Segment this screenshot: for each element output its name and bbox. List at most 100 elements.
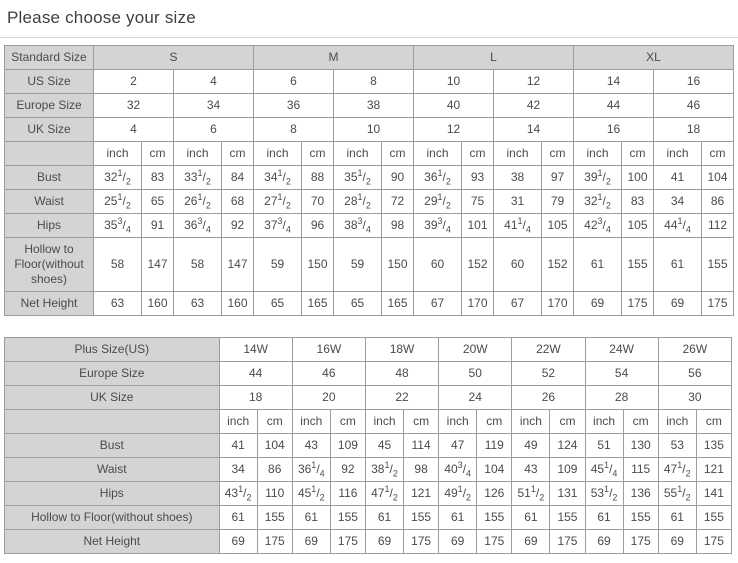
measure-value-cell: 383/4 (333, 213, 383, 238)
measure-value-cell: 119 (476, 433, 513, 458)
measure-value-cell: 53 (657, 433, 697, 458)
unit-header-cell: inch (584, 409, 624, 434)
size-value-cell: 46 (291, 361, 366, 386)
measure-row: Bust 321/2 83 331/2 84 341/2 88 351/2 90 361/2 93 3… (4, 165, 735, 190)
measure-value-cell: 175 (622, 529, 659, 554)
measure-value-cell: 291/2 (413, 189, 463, 214)
row-label: US Size (4, 69, 94, 94)
measure-value-cell: 551/2 (657, 481, 697, 506)
measure-value-cell: 47 (438, 433, 478, 458)
size-guide-page: Please choose your size Standard Size S M L… (0, 8, 738, 554)
measure-value-cell: 175 (403, 529, 440, 554)
measure-value-cell: 155 (549, 505, 586, 530)
measure-value-cell: 86 (256, 457, 293, 482)
measure-value-cell: 61 (657, 505, 697, 530)
measure-value-cell: 69 (364, 529, 405, 554)
size-group-header: L (413, 45, 575, 70)
measure-value-cell: 43 (291, 433, 331, 458)
measure-row: Hollow to Floor(without shoes) 61 155 61 155… (4, 505, 733, 530)
measure-value-cell: 511/2 (511, 481, 551, 506)
unit-header-cell: inch (291, 409, 331, 434)
size-value-cell: 18 (218, 385, 293, 410)
size-row: Plus Size(US) 14W 16W 18W 20W 22W 24W 26W (4, 337, 733, 362)
unit-header-cell: cm (621, 141, 655, 166)
page-title: Please choose your size (7, 8, 196, 27)
measure-row: Net Height 63 160 63 160 65 165 65 165 67 170 67 170… (4, 291, 735, 316)
size-row: Europe Size 44 46 48 50 52 54 56 (4, 361, 733, 386)
unit-header-cell: cm (301, 141, 335, 166)
corner-label: Standard Size (4, 45, 94, 70)
unit-header-row: inch cm inch cm inch cm inch cm inch cm inch cm inch… (4, 409, 733, 434)
measure-value-cell: 83 (621, 189, 655, 214)
size-row: US Size 2 4 6 8 10 12 14 16 (4, 69, 735, 94)
row-label: Plus Size(US) (4, 337, 220, 362)
measure-row: Hips 353/4 91 363/4 92 373/4 96 383/4 98 393/4 101… (4, 213, 735, 238)
unit-header-cell: inch (253, 141, 303, 166)
measure-value-cell: 147 (141, 237, 174, 292)
row-label: Europe Size (4, 361, 220, 386)
group-header-row: Standard Size S M L XL (4, 45, 735, 70)
measure-value-cell: 135 (695, 433, 733, 458)
measure-value-cell: 88 (301, 165, 335, 190)
measure-value-cell: 93 (461, 165, 495, 190)
measure-value-cell: 51 (584, 433, 624, 458)
measure-value-cell: 63 (173, 291, 222, 316)
size-value-cell: 30 (657, 385, 733, 410)
unit-header-cell: cm (461, 141, 495, 166)
measure-value-cell: 361/2 (413, 165, 463, 190)
measure-value-cell: 41 (218, 433, 258, 458)
size-value-cell: 56 (657, 361, 733, 386)
unit-header-cell: cm (701, 141, 735, 166)
measure-value-cell: 155 (621, 237, 655, 292)
unit-header-cell: inch (493, 141, 543, 166)
measure-value-cell: 341/2 (253, 165, 303, 190)
measure-value-cell: 61 (364, 505, 405, 530)
measure-value-cell: 160 (141, 291, 174, 316)
measure-value-cell: 90 (381, 165, 415, 190)
measure-value-cell: 361/4 (291, 457, 331, 482)
size-value-cell: 10 (333, 117, 415, 142)
size-value-cell: 52 (511, 361, 586, 386)
measure-value-cell: 150 (381, 237, 415, 292)
measure-value-cell: 69 (511, 529, 551, 554)
measure-value-cell: 101 (461, 213, 495, 238)
measure-value-cell: 109 (549, 457, 586, 482)
unit-header-cell: cm (549, 409, 586, 434)
measure-value-cell: 155 (695, 505, 733, 530)
measure-value-cell: 141 (695, 481, 733, 506)
measure-value-cell: 59 (333, 237, 383, 292)
measure-value-cell: 155 (622, 505, 659, 530)
measure-value-cell: 112 (701, 213, 735, 238)
row-label: Net Height (4, 529, 220, 554)
measure-value-cell: 321/2 (573, 189, 623, 214)
measure-value-cell: 60 (493, 237, 543, 292)
measure-row: Net Height 69 175 69 175 69 175 69 175 69 175 69 175… (4, 529, 733, 554)
measure-value-cell: 175 (549, 529, 586, 554)
measure-value-cell: 43 (511, 457, 551, 482)
measure-value-cell: 65 (333, 291, 383, 316)
measure-value-cell: 75 (461, 189, 495, 214)
measure-value-cell: 104 (476, 457, 513, 482)
measure-value-cell: 393/4 (413, 213, 463, 238)
row-label: Europe Size (4, 93, 94, 118)
size-value-cell: 14W (218, 337, 293, 362)
measure-value-cell: 251/2 (93, 189, 142, 214)
measure-value-cell: 155 (329, 505, 366, 530)
size-value-cell: 8 (333, 69, 415, 94)
size-value-cell: 40 (413, 93, 495, 118)
unit-header-cell: inch (657, 409, 697, 434)
size-value-cell: 38 (333, 93, 415, 118)
row-label: Hips (4, 213, 94, 238)
size-value-cell: 4 (172, 69, 255, 94)
size-value-cell: 16 (653, 69, 735, 94)
size-row: Europe Size 32 34 36 38 40 42 44 46 (4, 93, 735, 118)
unit-header-cell: inch (573, 141, 623, 166)
measure-value-cell: 115 (622, 457, 659, 482)
measure-value-cell: 97 (541, 165, 575, 190)
row-label: Net Height (4, 291, 94, 316)
unit-header-cell: cm (476, 409, 513, 434)
measure-value-cell: 391/2 (573, 165, 623, 190)
measure-value-cell: 98 (403, 457, 440, 482)
measure-value-cell: 105 (621, 213, 655, 238)
measure-value-cell: 441/4 (653, 213, 703, 238)
